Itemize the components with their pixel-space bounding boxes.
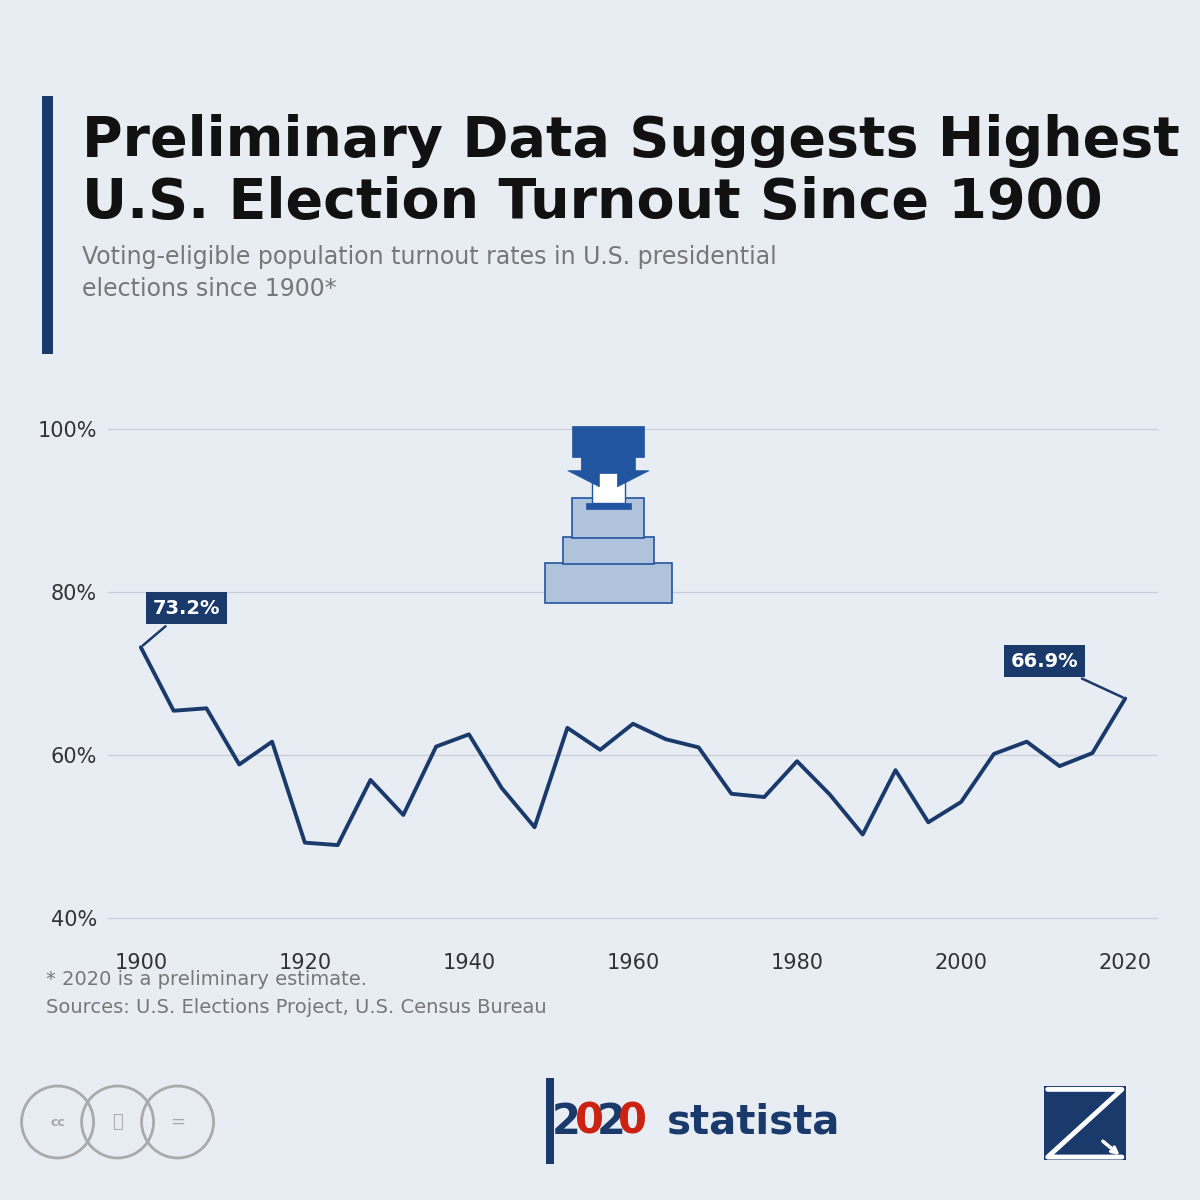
Text: =: = (170, 1114, 185, 1130)
Text: 2: 2 (552, 1102, 581, 1142)
FancyBboxPatch shape (545, 563, 672, 604)
FancyBboxPatch shape (572, 498, 644, 538)
Text: cc: cc (50, 1116, 65, 1128)
Text: 0: 0 (618, 1102, 647, 1142)
Text: 73.2%: 73.2% (143, 599, 221, 646)
Text: * 2020 is a preliminary estimate.: * 2020 is a preliminary estimate. (46, 970, 367, 989)
Polygon shape (568, 456, 649, 487)
Text: Preliminary Data Suggests Highest: Preliminary Data Suggests Highest (82, 114, 1180, 168)
Text: 66.9%: 66.9% (1010, 652, 1123, 697)
Text: Sources: U.S. Elections Project, U.S. Census Bureau: Sources: U.S. Elections Project, U.S. Ce… (46, 998, 546, 1018)
FancyBboxPatch shape (586, 503, 631, 509)
Text: statista: statista (667, 1102, 840, 1142)
FancyBboxPatch shape (572, 426, 644, 457)
Text: Voting-eligible population turnout rates in U.S. presidential
elections since 19: Voting-eligible population turnout rates… (82, 245, 776, 301)
FancyBboxPatch shape (592, 472, 625, 503)
FancyBboxPatch shape (563, 536, 654, 564)
Text: ⓘ: ⓘ (113, 1114, 122, 1130)
Text: 2: 2 (596, 1102, 625, 1142)
Text: U.S. Election Turnout Since 1900: U.S. Election Turnout Since 1900 (82, 176, 1103, 230)
Text: 0: 0 (575, 1102, 604, 1142)
